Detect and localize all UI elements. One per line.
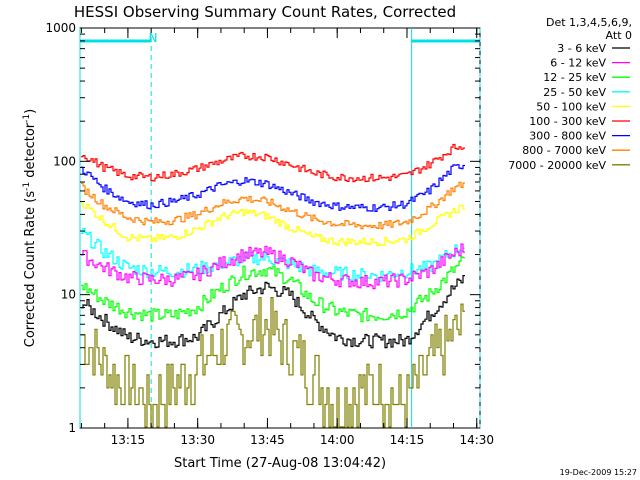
legend-entry-label: 7000 - 20000 keV [508,159,606,172]
legend-entry-label: 12 - 25 keV [543,71,606,84]
series-layer [81,143,465,428]
x-axis-ticks: 13:15 13:30 13:45 14:00 14:15 14:30 [80,28,494,447]
y-tick-label: 10 [61,288,76,302]
y-tick-label: 100 [53,154,76,168]
y-tick-label: 1 [68,421,76,435]
legend-entry-label: 6 - 12 keV [550,57,606,70]
legend-header-detectors: Det 1,3,4,5,6,9, [546,16,632,29]
series-line-100-300kev [81,143,465,183]
series-line-300-800kev [81,164,465,212]
saa-marker-label: N [149,31,158,45]
y-axis-ticks: 1 10 100 1000 [45,21,480,435]
series-line-3-6kev [81,275,465,349]
x-tick-label: 14:30 [459,433,494,447]
series-line-12-25kev [81,256,465,323]
plot-frame [79,27,481,429]
legend-entry-label: 800 - 7000 keV [522,144,606,157]
x-tick-label: 13:15 [111,433,146,447]
x-tick-label: 14:15 [390,433,425,447]
x-axis-label: Start Time (27-Aug-08 13:04:42) [174,456,386,471]
legend-entry-label: 100 - 300 keV [529,115,606,128]
x-tick-label: 13:30 [180,433,215,447]
legend-entry-label: 300 - 800 keV [529,130,606,143]
y-axis-label: Corrected Count Rate (s-1 detector-1) [22,109,38,347]
generation-timestamp: 19-Dec-2009 15:27 [560,468,637,477]
x-tick-label: 14:00 [320,433,355,447]
series-line-800-7000kev [81,181,465,230]
legend-entry-label: 3 - 6 keV [557,42,606,55]
legend-header-attenuator: Att 0 [606,29,632,42]
legend-entry-label: 50 - 100 keV [536,100,606,113]
y-tick-label: 1000 [45,21,76,35]
night-periods [79,28,481,428]
series-line-7000-20000kev [81,297,465,428]
legend-entry-label: 25 - 50 keV [543,86,606,99]
series-line-6-12kev [81,243,465,290]
series-line-50-100kev [81,201,465,247]
chart-title: HESSI Observing Summary Count Rates, Cor… [74,3,456,21]
x-tick-label: 13:45 [250,433,285,447]
